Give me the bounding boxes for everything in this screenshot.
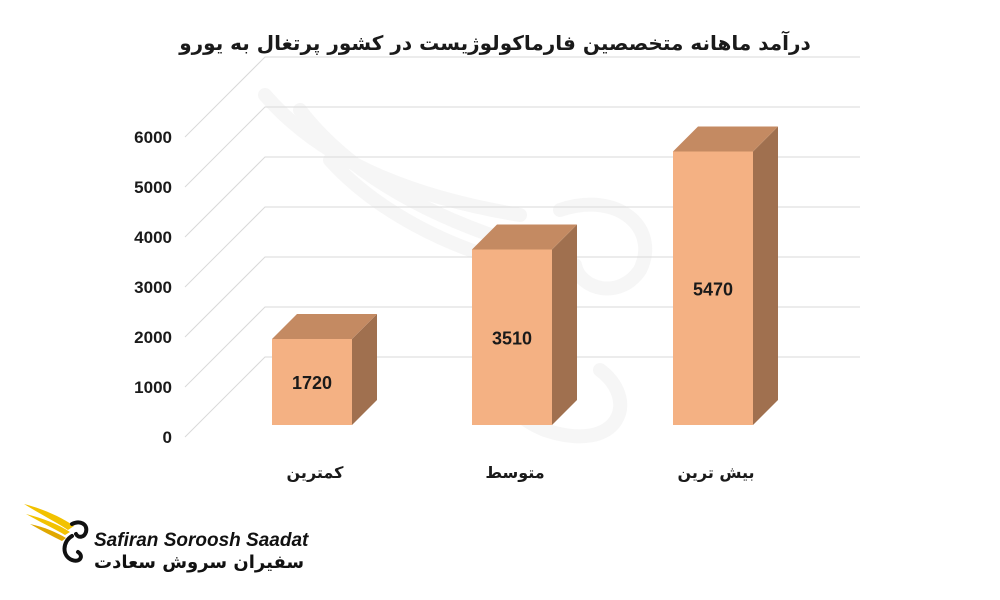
y-axis-ticks: 0 1000 2000 3000 4000 5000 6000	[134, 128, 172, 447]
y-tick-label: 4000	[134, 228, 172, 247]
gridline	[184, 206, 860, 288]
y-tick-label: 2000	[134, 328, 172, 347]
brand-logo: Safiran Soroosh Saadat سفیران سروش سعادت	[22, 498, 308, 578]
bar-side-face	[753, 126, 778, 425]
chart-title: درآمد ماهانه متخصصین فارماکولوژیست در کش…	[178, 30, 811, 56]
y-tick-label: 6000	[134, 128, 172, 147]
gridline	[184, 106, 860, 188]
bar-top-face	[472, 224, 577, 250]
y-tick-label: 0	[163, 428, 172, 447]
y-tick-label: 5000	[134, 178, 172, 197]
data-label: 3510	[492, 328, 532, 348]
brand-name-latin: Safiran Soroosh Saadat	[94, 530, 309, 551]
bar-side-face	[552, 224, 577, 425]
x-axis-categories: کمترین متوسط بیش ترین	[287, 463, 755, 482]
bar-top-face	[272, 314, 377, 339]
bird-wing-icon	[24, 504, 89, 563]
gridline	[184, 256, 860, 338]
y-tick-label: 3000	[134, 278, 172, 297]
data-label: 5470	[693, 279, 733, 299]
gridlines	[184, 56, 860, 438]
gridline	[184, 156, 860, 238]
data-labels: 1720 3510 5470	[292, 279, 733, 393]
gridline	[184, 306, 860, 388]
bar-1	[272, 314, 377, 425]
bar-side-face	[352, 314, 377, 425]
y-tick-label: 1000	[134, 378, 172, 397]
bar-front-face	[673, 151, 753, 425]
x-tick-label: متوسط	[485, 463, 544, 482]
gridline	[184, 356, 860, 438]
x-tick-label: کمترین	[287, 463, 345, 482]
bar-2	[472, 224, 577, 425]
bar-front-face	[272, 339, 352, 425]
brand-name-farsi: سفیران سروش سعادت	[94, 552, 305, 573]
bars	[272, 126, 778, 425]
x-tick-label: بیش ترین	[677, 463, 754, 482]
bar-top-face	[673, 126, 778, 152]
bar-front-face	[472, 249, 552, 425]
gridline	[184, 56, 860, 138]
bar-3	[673, 126, 778, 425]
data-label: 1720	[292, 373, 332, 393]
